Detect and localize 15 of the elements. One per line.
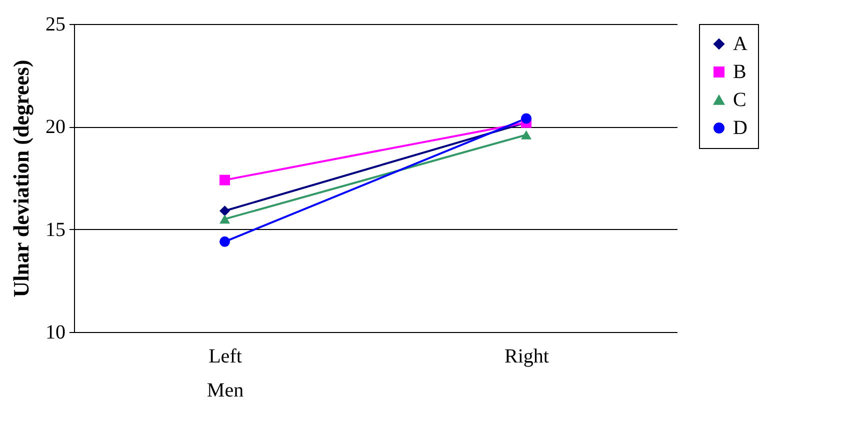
x-tick-label: Left Men bbox=[206, 346, 244, 402]
point bbox=[220, 174, 230, 186]
x-tick-label: Right bbox=[504, 346, 550, 368]
legend-label: A bbox=[733, 33, 748, 55]
y-tick-label: 15 bbox=[46, 218, 66, 241]
legend-label: C bbox=[733, 89, 746, 111]
point bbox=[521, 113, 532, 124]
y-tick-label: 20 bbox=[46, 116, 66, 138]
legend-label: B bbox=[733, 61, 746, 83]
y-axis-title: Ulnar deviation (degrees) bbox=[8, 60, 34, 298]
legend-label: D bbox=[733, 117, 748, 139]
y-tick-label: 10 bbox=[46, 322, 66, 344]
point bbox=[220, 236, 230, 247]
point bbox=[220, 206, 230, 216]
y-tick-label: 25 bbox=[46, 14, 66, 36]
